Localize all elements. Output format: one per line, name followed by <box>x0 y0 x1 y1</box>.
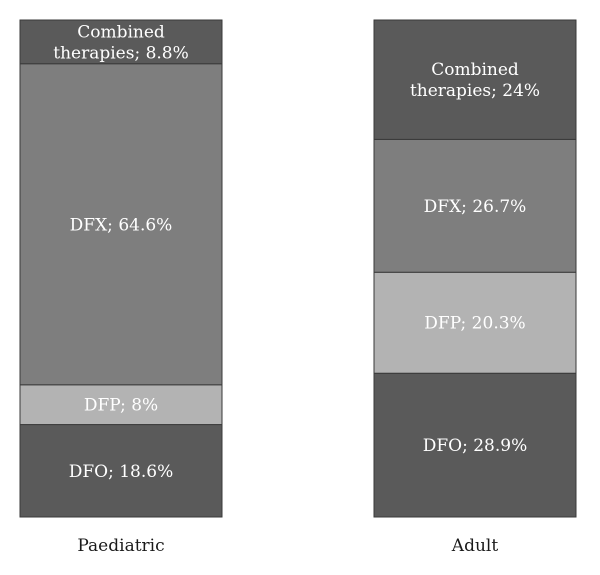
data-label-adult-dfx: DFX; 26.7% <box>424 197 527 217</box>
category-label-paediatric: Paediatric <box>77 536 164 556</box>
bar-segment-paediatric-combined-therapies <box>19 19 223 65</box>
bar-segment-paediatric-dfo <box>19 424 223 518</box>
data-label-adult-dfp: DFP; 20.3% <box>424 314 525 334</box>
data-label-line: Combined <box>77 22 165 42</box>
data-label-line: therapies; 24% <box>410 81 540 101</box>
data-label-adult-dfo: DFO; 28.9% <box>423 436 528 456</box>
data-label-line: DFX; 64.6% <box>70 215 173 235</box>
data-label-line: DFO; 28.9% <box>423 436 528 456</box>
data-label-line: therapies; 8.8% <box>53 43 189 63</box>
bar-segment-adult-combined-therapies <box>373 19 577 140</box>
bars-group: DFO; 18.6%DFP; 8%DFX; 64.6%Combined thera… <box>19 19 577 518</box>
bar-segment-adult-dfx <box>373 138 577 273</box>
data-label-paediatric-dfo: DFO; 18.6% <box>69 462 174 482</box>
data-label-line: DFX; 26.7% <box>424 197 527 217</box>
data-label-paediatric-combined-therapies: Combined therapies; 8.8% <box>53 22 189 63</box>
category-labels-group: Paediatric Adult <box>77 536 498 556</box>
bar-segment-paediatric-dfp <box>19 384 223 426</box>
data-label-paediatric-dfp: DFP; 8% <box>84 396 158 416</box>
category-label-adult: Adult <box>451 536 499 556</box>
data-label-paediatric-dfx: DFX; 64.6% <box>70 215 173 235</box>
data-label-line: DFO; 18.6% <box>69 462 174 482</box>
data-label-line: DFP; 20.3% <box>424 314 525 334</box>
data-label-line: Combined <box>431 60 519 80</box>
data-label-adult-combined-therapies: Combined therapies; 24% <box>410 60 540 101</box>
data-label-line: DFP; 8% <box>84 396 158 416</box>
